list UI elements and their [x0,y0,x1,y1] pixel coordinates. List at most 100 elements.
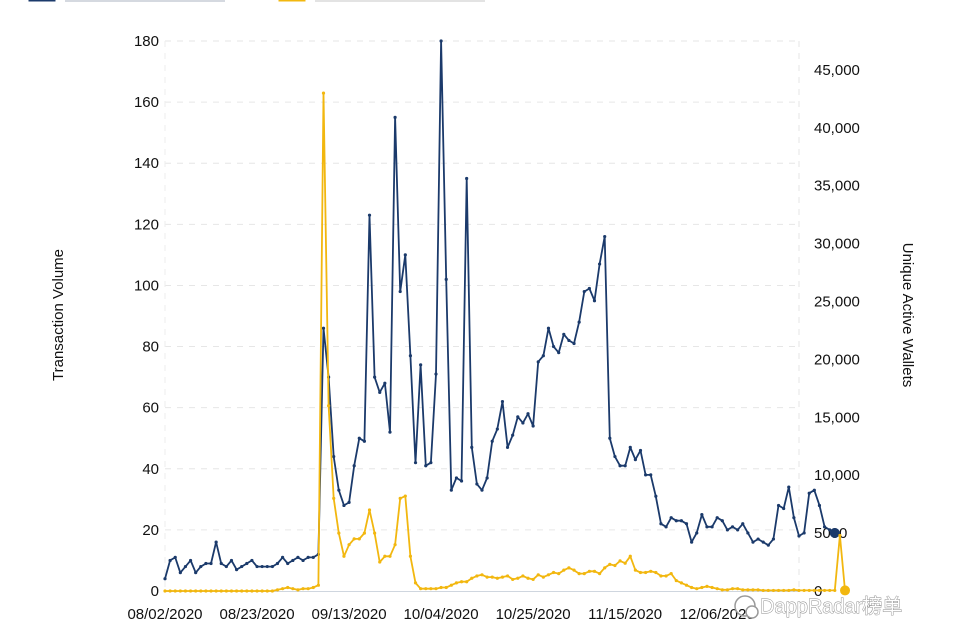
series-1-point-119 [771,588,776,593]
series-1-point-18 [255,589,259,593]
series-1-point-57 [454,581,459,585]
series-0-point-2 [173,555,177,559]
series-0-point-74 [541,354,545,358]
series-0-point-69 [516,415,520,419]
series-1-point-49 [413,581,418,585]
series-1-point-25 [291,587,295,591]
series-1-point-9 [209,589,213,593]
series-1-point-69 [516,576,520,580]
series-1-point-54 [439,585,443,590]
series-1-point-46 [398,496,402,500]
series-0-point-109 [720,519,724,523]
series-0-point-39 [362,439,367,443]
series-0-point-31 [321,326,326,330]
series-0-point-61 [475,482,479,486]
series-1-point-12 [224,589,228,593]
series-1-point-42 [378,560,382,564]
series-0-point-65 [495,427,499,431]
series-1-point-80 [572,568,576,572]
series-1-point-32 [327,404,331,408]
x-tick-label-0: 08/02/2020 [127,606,202,623]
series-1-point-111 [730,587,735,591]
series-1-point-64 [490,575,494,579]
series-0-point-128 [817,503,822,508]
series-1-point-17 [250,589,254,593]
series-0-point-68 [511,433,515,437]
series-0-point-93 [638,448,643,453]
series-1-point-61 [475,574,479,578]
series-0-point-120 [776,503,781,508]
series-1-point-63 [485,575,489,579]
series-1-point-29 [311,585,315,590]
series-0-point-73 [536,360,540,364]
series-1-point-106 [705,584,709,588]
series-1-point-7 [199,589,203,593]
series-1-point-125 [802,588,806,593]
series-1-point-71 [526,576,530,580]
series-1-point-118 [766,588,770,593]
series-0-point-43 [383,381,387,385]
legend-text-transaction-volume [65,0,225,2]
series-1-point-130 [828,588,832,593]
series-0-point-28 [306,555,310,559]
y2-tick-label-0: 0 [814,583,822,600]
series-0-point-34 [337,488,341,492]
series-1-point-105 [700,585,704,590]
series-0-point-100 [674,519,678,523]
series-0-point-24 [286,561,290,566]
watermark-text: DappRadar榜单 [760,595,902,618]
series-1-point-84 [592,569,597,573]
series-0-point-96 [654,494,658,498]
series-1-point-26 [296,588,300,592]
series-1-point-116 [756,588,760,592]
series-0-point-86 [603,234,607,239]
series-0-point-71 [526,412,530,416]
series-1-point-45 [393,543,397,547]
series-0-point-121 [782,506,786,511]
series-1-point-73 [536,573,540,577]
series-1-point-65 [495,576,499,580]
series-0-point-92 [633,458,637,462]
legend-text-unique-active-wallets [315,0,485,2]
series-1-point-4 [183,589,188,593]
series-1-point-103 [690,585,694,590]
series-1-point-60 [470,576,474,580]
series-0-point-84 [592,299,597,303]
series-1-point-75 [546,573,551,577]
series-0 [163,39,840,581]
series-0-line [164,40,836,580]
series-1-point-13 [229,589,234,593]
series-1-point-51 [424,587,428,591]
series-1-point-99 [669,572,673,576]
series-1-point-78 [562,568,566,572]
series-0-point-62 [480,488,484,492]
series-0-point-112 [736,528,740,532]
series-0-point-108 [715,516,719,520]
series-1-point-108 [715,587,719,591]
series-0-point-41 [373,375,377,379]
series-0-point-38 [357,436,361,440]
series-0-point-129 [822,525,827,529]
series-1-point-102 [684,583,689,587]
series-1-line [165,92,846,592]
series-0-point-90 [623,464,627,468]
series-0-point-116 [756,537,760,541]
series-0-point-66 [500,399,505,404]
series-0-point-15 [240,564,244,569]
legend[interactable] [28,0,485,2]
series-1-point-88 [613,563,617,568]
series-0-point-77 [557,351,561,355]
x-tick-label-2: 09/13/2020 [312,606,387,623]
series-1-point-28 [306,587,310,591]
series-0-point-23 [280,555,285,559]
series-0-point-104 [695,531,699,535]
series-0-point-80 [572,341,576,346]
series-0-point-98 [664,525,668,529]
series-0-point-88 [613,454,617,459]
series-1-point-91 [628,554,632,558]
series-1-point-76 [551,570,556,575]
series-1-point-56 [449,583,453,587]
series-1-point-124 [797,588,801,593]
series-1-point-79 [567,566,571,570]
series-1-point-33 [332,496,336,500]
